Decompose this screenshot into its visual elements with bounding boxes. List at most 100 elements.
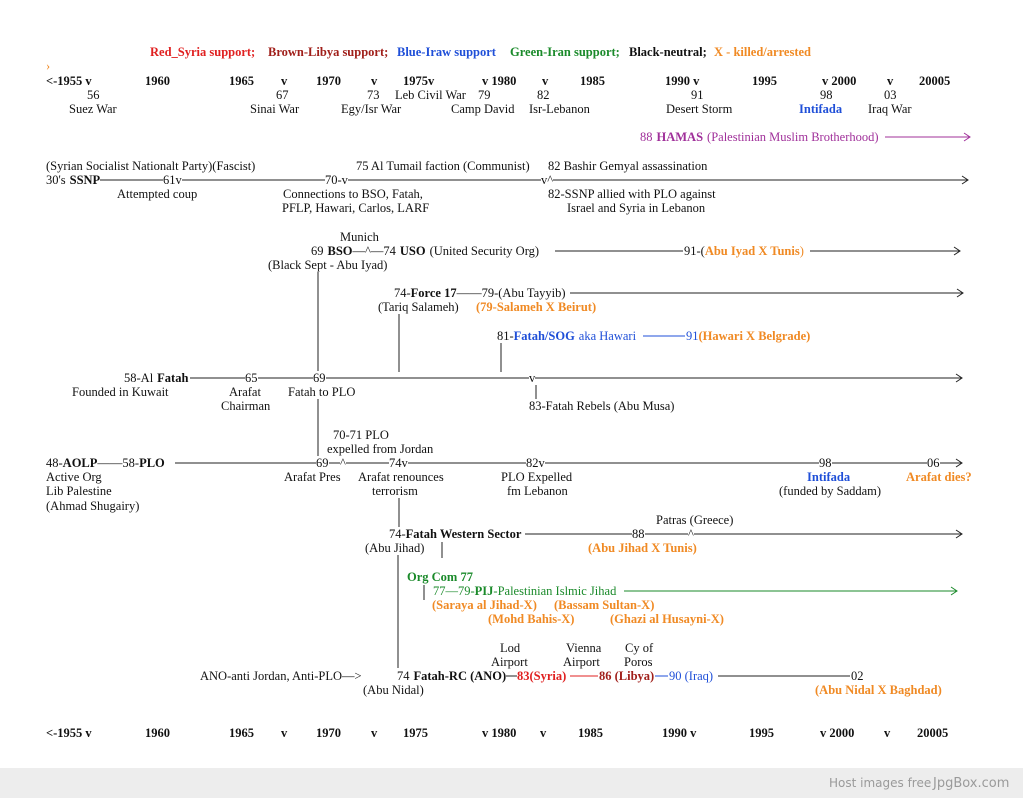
pij-row: 77—79-PIJ-Palestinian Islmic Jihad <box>433 584 617 598</box>
label: Fatah Western Sector <box>405 527 522 541</box>
note: (funded by Saddam) <box>779 484 882 498</box>
fatah-line <box>190 373 963 383</box>
note: (Syrian Socialist Nationalt Party)(Fasci… <box>46 159 256 173</box>
event-year: 67 <box>276 88 289 102</box>
hamas-line <box>885 132 971 142</box>
event-mark: 83(Syria) <box>517 669 567 683</box>
year-label: 1975 <box>403 726 428 740</box>
label: (Hawari X Belgrade) <box>698 329 811 343</box>
timeline-mark: 06 <box>927 456 940 470</box>
timeline-mark: 98 <box>819 456 832 470</box>
label: 91-( <box>684 244 705 258</box>
note: PLO Expelled <box>501 470 573 484</box>
year-label: 1985 <box>580 74 605 88</box>
legend-item: Brown-Libya support; <box>268 45 389 59</box>
bso-fate: 91-(Abu Iyad X Tunis) <box>684 244 804 258</box>
event-name: Camp David <box>451 102 515 116</box>
note: Attempted coup <box>117 187 198 201</box>
year-label: <-1955 v <box>46 74 92 88</box>
year-label: 1975v <box>403 74 435 88</box>
legend-item: Red_Syria support; <box>150 45 256 59</box>
timeline-mark: v <box>529 371 536 385</box>
note: Lib Palestine <box>46 484 112 498</box>
note: (Tariq Salameh) <box>378 300 459 314</box>
year-label: 1960 <box>145 74 170 88</box>
note: (Black Sept - Abu Iyad) <box>268 258 388 272</box>
label: SSNP <box>69 173 101 187</box>
footer-text: Host images free <box>829 776 932 790</box>
year-label: v 2000 <box>820 726 855 740</box>
event-year: 79 <box>478 88 491 102</box>
event-name: Sinai War <box>250 102 300 116</box>
event-name: Iraq War <box>868 102 912 116</box>
year-label: 1995 <box>749 726 774 740</box>
label: PLO <box>139 456 165 470</box>
year-label: 1960 <box>145 726 170 740</box>
note: (Ahmad Shugairy) <box>46 499 140 513</box>
label: 48- <box>46 456 63 470</box>
timeline-mark: 82v <box>526 456 545 470</box>
legend-item: X - killed/arrested <box>714 45 811 59</box>
fate: (Bassam Sultan-X) <box>554 598 655 612</box>
label: 74 <box>397 669 410 683</box>
note: Active Org <box>46 470 102 484</box>
ano-row: 74 Fatah-RC (ANO) <box>397 669 507 683</box>
year-label: v <box>887 74 894 88</box>
bso-row: 69 BSO—^—74 USO (United Security Org) <box>311 244 540 258</box>
label: aka Hawari <box>578 329 637 343</box>
note: Fatah to PLO <box>288 385 356 399</box>
force17-line <box>570 288 964 298</box>
note: PFLP, Hawari, Carlos, LARF <box>282 201 430 215</box>
footer-brand: JpgBox.com <box>933 776 1010 791</box>
timeline-mark: ^ <box>688 527 694 541</box>
year-label: v <box>371 726 378 740</box>
year-label: v <box>281 74 288 88</box>
label: 81- <box>497 329 514 343</box>
timeline-mark: 70-v <box>325 173 348 187</box>
label: ——79-(Abu Tayyib) <box>456 286 566 300</box>
label: AOLP <box>62 456 98 470</box>
label: 74- <box>389 527 406 541</box>
year-label: v <box>281 726 288 740</box>
event-name: Suez War <box>69 102 117 116</box>
label: —^—74 <box>352 244 396 258</box>
pij-line <box>624 586 958 596</box>
note: 83-Fatah Rebels (Abu Musa) <box>529 399 675 413</box>
label: Fatah/SOG <box>513 329 575 343</box>
note: expelled from Jordan <box>327 442 434 456</box>
label: ) <box>799 244 804 258</box>
note: Intifada <box>807 470 851 484</box>
year-label: <-1955 v <box>46 726 92 740</box>
label: -Palestinian Islmic Jihad <box>493 584 617 598</box>
note: Founded in Kuwait <box>72 385 169 399</box>
bso-line <box>555 246 961 256</box>
fate: (Abu Jihad X Tunis) <box>588 541 697 555</box>
place: Airport <box>491 655 528 669</box>
label: Fatah <box>157 371 189 385</box>
label: (Palestinian Muslim Brotherhood) <box>707 130 879 144</box>
year-label: v <box>371 74 378 88</box>
event-year: 73 <box>367 88 380 102</box>
place: Lod <box>500 641 521 655</box>
year-label: 1990 v <box>665 74 700 88</box>
label: ——58- <box>97 456 140 470</box>
place: Poros <box>624 655 653 669</box>
label: 69 <box>311 244 324 258</box>
org-label: Org Com 77 <box>407 570 473 584</box>
label: PIJ <box>474 584 494 598</box>
year-label: v 1980 <box>482 726 517 740</box>
fate: (Abu Nidal X Baghdad) <box>815 683 942 697</box>
legend-item: Blue-Iraw support <box>397 45 496 59</box>
year-label: v 1980 <box>482 74 517 88</box>
event-name: Leb Civil War <box>395 88 466 102</box>
place: Airport <box>563 655 600 669</box>
hawari-fate: 91(Hawari X Belgrade) <box>686 329 811 343</box>
timeline-mark: 65 <box>245 371 258 385</box>
plo-line <box>175 458 963 468</box>
note: terrorism <box>372 484 418 498</box>
event-mark: 90 (Iraq) <box>669 669 714 683</box>
event-year: 56 <box>87 88 100 102</box>
fate: (Ghazi al Husayni-X) <box>610 612 724 626</box>
year-label: 1965 <box>229 74 254 88</box>
